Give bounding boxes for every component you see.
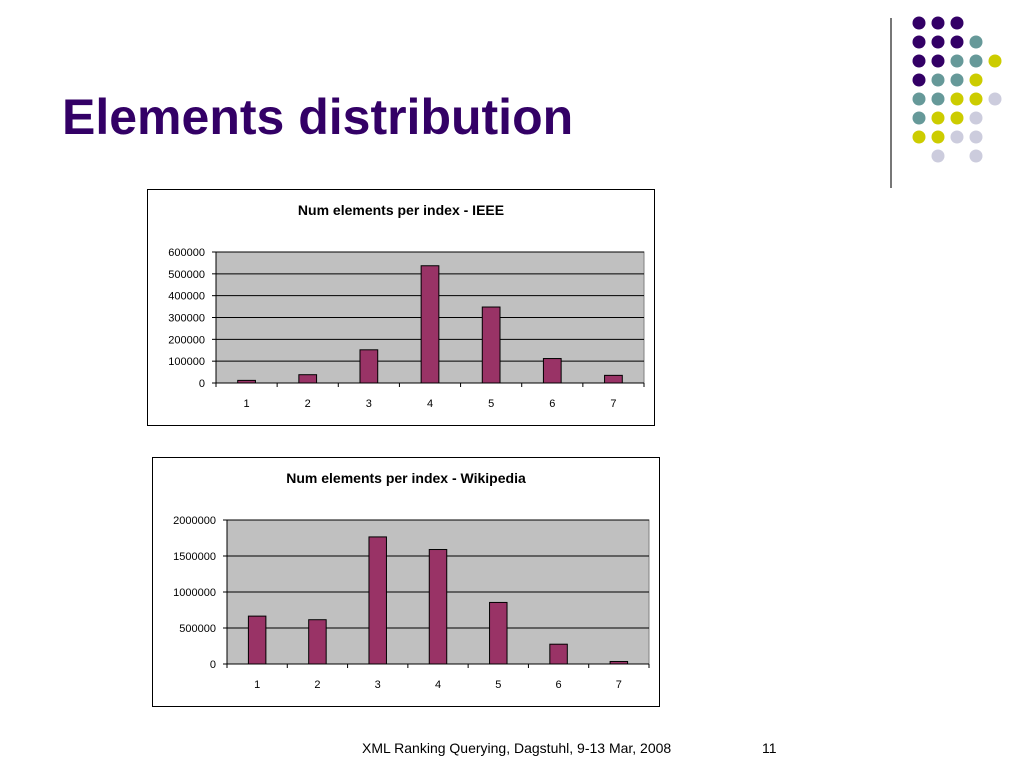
decor-dot — [950, 54, 964, 68]
decorative-divider-line — [890, 18, 892, 188]
bar — [428, 549, 448, 665]
x-category-label: 7 — [616, 679, 622, 691]
decor-dot — [931, 130, 945, 144]
decor-dot — [912, 130, 926, 144]
y-tick-label: 2000000 — [173, 515, 216, 527]
decor-dot — [931, 73, 945, 87]
y-tick-label: 0 — [210, 659, 216, 671]
dot-grid-graphic — [912, 16, 1002, 163]
x-category-label: 6 — [549, 398, 555, 410]
bar — [609, 660, 629, 665]
x-category-label: 3 — [375, 679, 381, 691]
x-category-label: 4 — [427, 398, 433, 410]
decor-dot — [950, 92, 964, 106]
decor-dot — [969, 73, 983, 87]
slide-title: Elements distribution — [62, 89, 574, 145]
x-category-label: 5 — [495, 679, 501, 691]
y-tick-label: 500000 — [179, 623, 216, 635]
decor-dot — [969, 54, 983, 68]
bar — [489, 601, 508, 665]
chart-ieee-plot: 0 100000 200000 300000 400000 500000 600000 1 2 3… — [168, 247, 645, 410]
decor-dot — [931, 92, 945, 106]
chart-title-wikipedia: Num elements per index - Wikipedia — [286, 470, 526, 486]
y-tick-label: 600000 — [168, 247, 205, 259]
chart-wikipedia-plot: 0 500000 1000000 1500000 2000000 1 2 3 4 5 6 7 — [173, 515, 650, 691]
bar — [308, 619, 327, 665]
chart-ieee: Num elements per index - IEEE 0 100000 200… — [147, 189, 655, 426]
decor-dot — [969, 111, 983, 125]
bar — [359, 349, 379, 384]
y-tick-label: 100000 — [168, 356, 205, 368]
y-tick-label: 400000 — [168, 291, 205, 303]
bar — [549, 643, 568, 665]
bar — [237, 379, 256, 384]
decor-dot — [969, 130, 983, 144]
decor-dot — [950, 111, 964, 125]
bar — [604, 374, 623, 384]
x-category-label: 7 — [610, 398, 616, 410]
decor-dot — [912, 92, 926, 106]
y-tick-label: 1000000 — [173, 587, 216, 599]
x-category-label: 4 — [435, 679, 441, 691]
decor-dot — [931, 35, 945, 49]
decor-dot — [988, 92, 1002, 106]
decor-dot — [931, 16, 945, 30]
decor-dot — [988, 54, 1002, 68]
x-category-label: 2 — [314, 679, 320, 691]
bar — [368, 536, 387, 665]
decor-dot — [950, 16, 964, 30]
decor-dot — [912, 54, 926, 68]
chart-wikipedia: Num elements per index - Wikipedia 0 5000… — [152, 457, 660, 707]
x-category-label: 1 — [244, 398, 250, 410]
y-tick-label: 0 — [199, 378, 205, 390]
decor-dot — [969, 35, 983, 49]
decor-dot — [950, 73, 964, 87]
decor-dot — [950, 130, 964, 144]
decor-dot — [950, 35, 964, 49]
bar — [247, 615, 267, 665]
decor-dot — [969, 149, 983, 163]
decorative-dot-grid — [0, 0, 1024, 205]
y-tick-label: 1500000 — [173, 551, 216, 563]
decor-dot — [931, 111, 945, 125]
decor-dot — [912, 35, 926, 49]
x-category-label: 6 — [556, 679, 562, 691]
bar — [481, 306, 501, 384]
x-category-label: 1 — [254, 679, 260, 691]
y-tick-label: 300000 — [168, 313, 205, 325]
bar — [298, 374, 318, 384]
decor-dot — [931, 54, 945, 68]
x-category-label: 3 — [366, 398, 372, 410]
page-number: 11 — [762, 740, 777, 756]
x-category-label: 5 — [488, 398, 494, 410]
y-tick-label: 500000 — [168, 269, 205, 281]
bar — [420, 265, 440, 384]
bar — [542, 358, 562, 384]
decor-dot — [912, 73, 926, 87]
decor-dot — [912, 111, 926, 125]
decor-dot — [931, 149, 945, 163]
chart-title-ieee: Num elements per index - IEEE — [297, 202, 505, 218]
footer-text: XML Ranking Querying, Dagstuhl, 9-13 Mar… — [362, 740, 672, 756]
y-tick-label: 200000 — [168, 334, 205, 346]
x-category-label: 2 — [305, 398, 311, 410]
decor-dot — [912, 16, 926, 30]
decor-dot — [969, 92, 983, 106]
